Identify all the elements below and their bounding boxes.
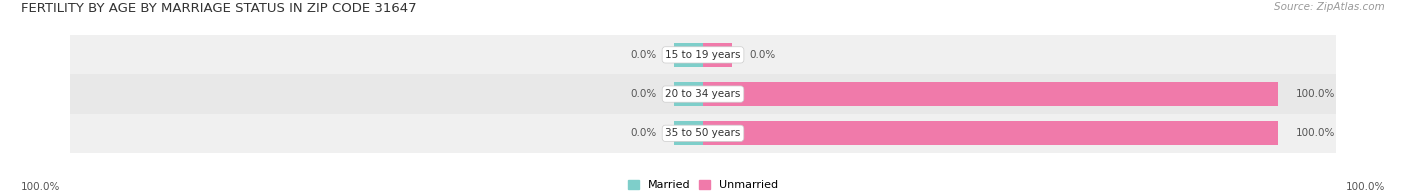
Text: 100.0%: 100.0% <box>1295 89 1334 99</box>
Text: 0.0%: 0.0% <box>749 50 775 60</box>
Bar <box>675 82 703 106</box>
Text: 0.0%: 0.0% <box>631 89 657 99</box>
Bar <box>703 43 731 67</box>
Bar <box>703 82 1278 106</box>
Text: 0.0%: 0.0% <box>631 50 657 60</box>
Bar <box>70 114 1336 153</box>
Text: FERTILITY BY AGE BY MARRIAGE STATUS IN ZIP CODE 31647: FERTILITY BY AGE BY MARRIAGE STATUS IN Z… <box>21 2 416 15</box>
Text: 100.0%: 100.0% <box>1295 128 1334 138</box>
Text: 35 to 50 years: 35 to 50 years <box>665 128 741 138</box>
Bar <box>70 74 1336 114</box>
Text: 100.0%: 100.0% <box>1346 182 1385 192</box>
Bar <box>70 35 1336 74</box>
Text: Source: ZipAtlas.com: Source: ZipAtlas.com <box>1274 2 1385 12</box>
Text: 100.0%: 100.0% <box>21 182 60 192</box>
Bar <box>675 121 703 145</box>
Text: 20 to 34 years: 20 to 34 years <box>665 89 741 99</box>
Text: 0.0%: 0.0% <box>631 128 657 138</box>
Text: 15 to 19 years: 15 to 19 years <box>665 50 741 60</box>
Bar <box>675 43 703 67</box>
Legend: Married, Unmarried: Married, Unmarried <box>627 180 779 191</box>
Bar <box>703 121 1278 145</box>
